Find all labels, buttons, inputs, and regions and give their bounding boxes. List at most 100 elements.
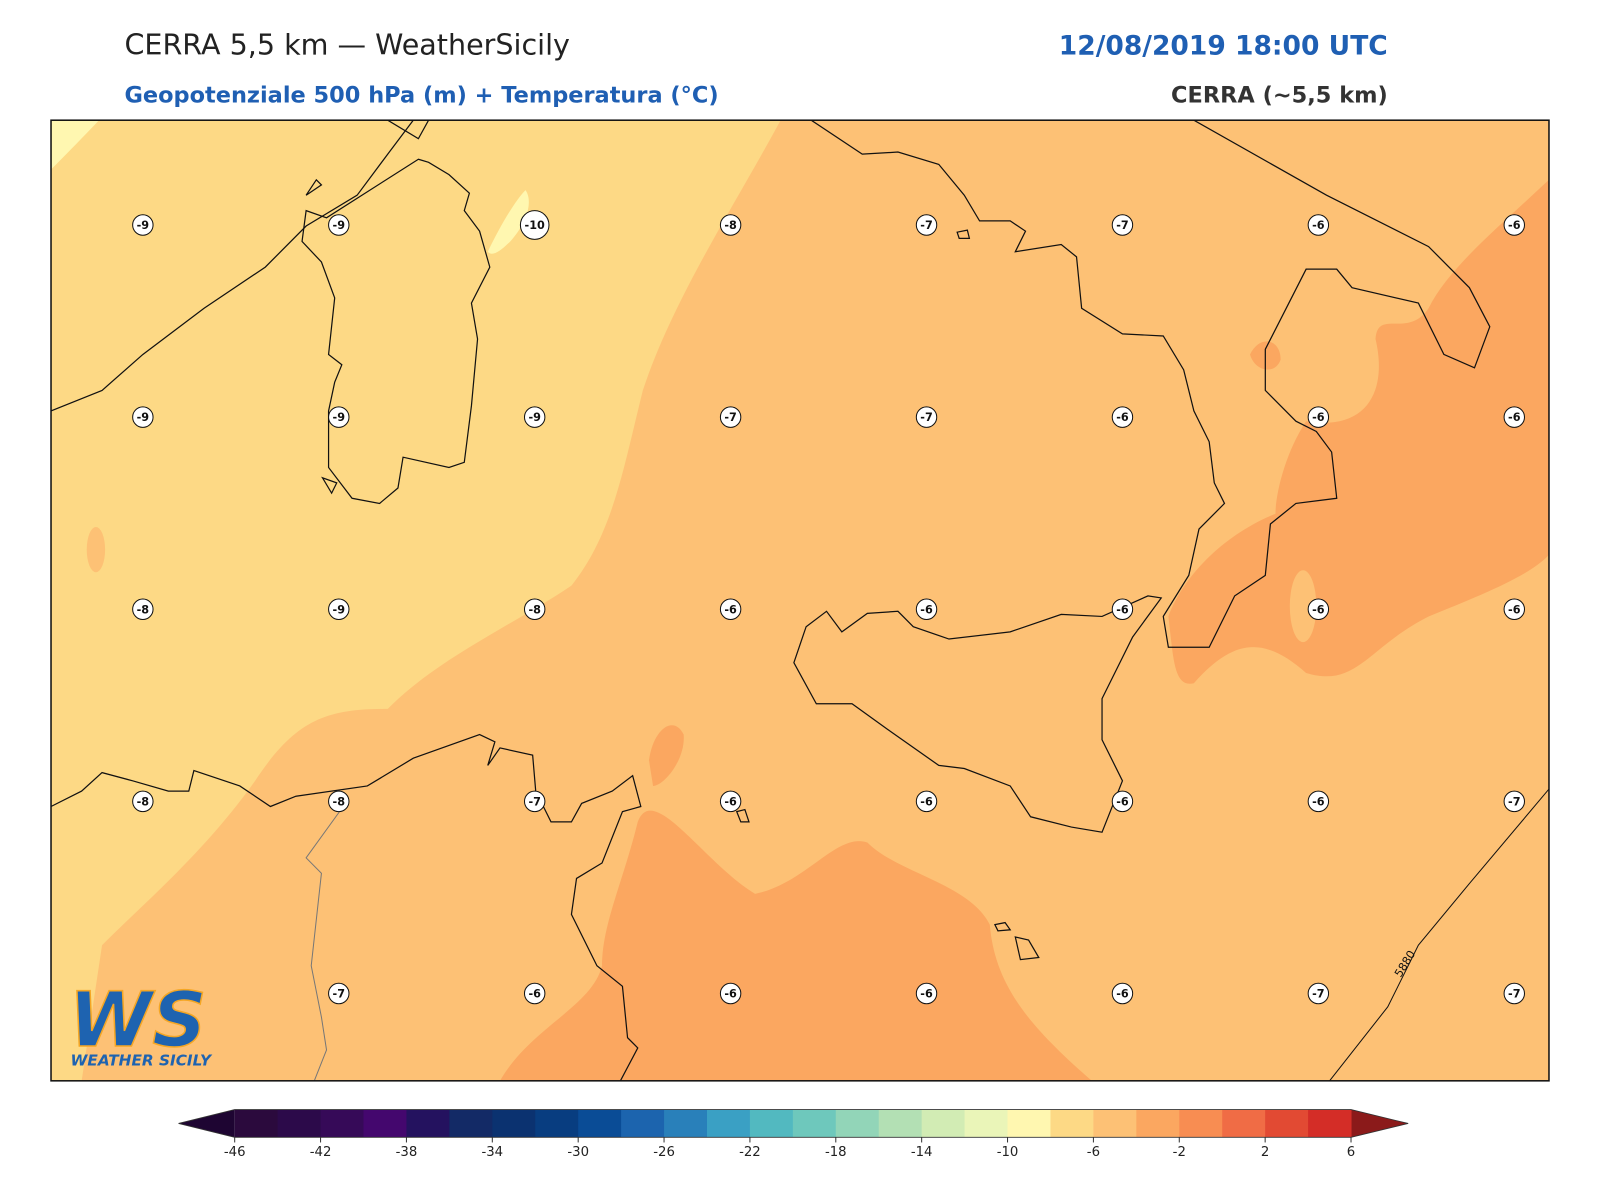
label-marker xyxy=(328,598,350,621)
label-marker xyxy=(1307,406,1330,428)
colorbar-segment xyxy=(320,1109,365,1138)
label-marker xyxy=(132,214,154,236)
label-marker xyxy=(1307,790,1330,813)
coastline xyxy=(51,120,430,412)
colorbar-segment xyxy=(749,1109,794,1138)
temperature-label: -6 xyxy=(1312,219,1325,232)
temperature-labels: -9 -9 -10 -8 -7 -7 -6 -6 -9 -9 -9 -7 -7 -6 -6 -6 -8 -9 -8 -… xyxy=(132,210,1525,1005)
label-marker xyxy=(719,598,742,621)
colorbar-segment xyxy=(449,1109,493,1138)
model-label: CERRA (~5,5 km) xyxy=(1171,83,1388,109)
colorbar-segment xyxy=(234,1109,279,1138)
colorbar-segment xyxy=(1308,1109,1352,1138)
colorbar-over xyxy=(1351,1109,1409,1138)
colorbar-segment xyxy=(706,1109,751,1138)
colorbar-tick-label: -30 xyxy=(567,1145,589,1160)
temperature-label: -6 xyxy=(1508,219,1521,232)
field-dark xyxy=(1168,179,1549,684)
temperature-label: -6 xyxy=(724,603,737,616)
temperature-label: -8 xyxy=(528,603,541,616)
label-marker xyxy=(1111,982,1134,1005)
temperature-label: -7 xyxy=(1116,219,1128,232)
colorbar-tick-label: -22 xyxy=(739,1145,761,1160)
field-orange xyxy=(1289,570,1317,643)
temperature-label: -7 xyxy=(1508,795,1520,808)
colorbar-segment xyxy=(835,1109,880,1138)
colorbar-tick-label: -18 xyxy=(825,1145,847,1160)
colorbar-segment xyxy=(1007,1109,1051,1138)
label-marker xyxy=(915,790,938,813)
colorbar-segment xyxy=(664,1109,708,1138)
label-marker xyxy=(328,790,350,813)
colorbar-tick-label: -14 xyxy=(911,1145,933,1160)
label-marker xyxy=(519,210,550,240)
temperature-label: -6 xyxy=(1312,603,1325,616)
temperature-label: -9 xyxy=(137,219,150,232)
label-marker xyxy=(1503,406,1525,428)
label-marker xyxy=(328,406,350,428)
colorbar-segment xyxy=(277,1109,322,1138)
label-marker xyxy=(132,790,154,813)
colorbar-segment xyxy=(1093,1109,1137,1138)
label-marker xyxy=(1503,598,1525,621)
logo-mark: WS xyxy=(69,976,207,1064)
colorbar-tick-label: -26 xyxy=(653,1145,675,1160)
colorbar-segment xyxy=(535,1109,579,1138)
logo: WS WEATHER SICILY xyxy=(68,975,213,1070)
colorbar-segment xyxy=(578,1109,622,1138)
temperature-label: -6 xyxy=(1116,603,1129,616)
coastline xyxy=(793,595,1163,833)
field-orange xyxy=(81,120,1549,1081)
colorbar-segment xyxy=(1179,1109,1223,1138)
temperature-label: -6 xyxy=(1312,411,1325,424)
colorbar-segment xyxy=(1050,1109,1094,1138)
label-marker xyxy=(523,406,546,428)
temperature-label: -6 xyxy=(920,988,933,1001)
temperature-label: -6 xyxy=(920,603,933,616)
colorbar-segment xyxy=(363,1109,407,1138)
label-marker xyxy=(1503,982,1525,1005)
temperature-label: -7 xyxy=(528,795,540,808)
temperature-label: -9 xyxy=(333,219,346,232)
coastline xyxy=(735,229,1040,961)
colorbar-under xyxy=(178,1109,235,1138)
label-marker xyxy=(1307,982,1330,1005)
coastline xyxy=(301,158,491,505)
temperature-label: -8 xyxy=(333,795,346,808)
temperature-label: -7 xyxy=(920,219,932,232)
colorbar-tick-label: -34 xyxy=(481,1145,503,1160)
isohypse xyxy=(1329,788,1549,1081)
subtitle: Geopotenziale 500 hPa (m) + Temperatura … xyxy=(124,83,718,109)
coastline xyxy=(51,733,642,1081)
temperature-label: -7 xyxy=(724,411,736,424)
temperature-label: -7 xyxy=(333,988,345,1001)
label-marker xyxy=(719,214,742,236)
label-marker xyxy=(1111,790,1134,813)
temperature-label: -9 xyxy=(528,411,541,424)
label-marker xyxy=(1503,214,1525,236)
field-pale xyxy=(487,190,529,254)
temperature-label: -6 xyxy=(724,988,737,1001)
colorbar-tick-label: -46 xyxy=(224,1145,246,1160)
field-dark xyxy=(500,810,1092,1081)
datetime: 12/08/2019 18:00 UTC xyxy=(1059,30,1388,61)
label-marker xyxy=(719,406,742,428)
temperature-label: -8 xyxy=(137,603,150,616)
title: CERRA 5,5 km — WeatherSicily xyxy=(124,27,570,61)
colorbar-segment xyxy=(621,1109,665,1138)
label-marker xyxy=(915,598,938,621)
border xyxy=(305,801,348,1081)
label-marker xyxy=(719,790,742,813)
field-dark xyxy=(648,725,684,786)
label-marker xyxy=(915,214,938,236)
colorbar-tick-label: -6 xyxy=(1087,1145,1100,1160)
colorbar-segment xyxy=(964,1109,1009,1138)
label-marker xyxy=(523,598,546,621)
temperature-label: -8 xyxy=(137,795,150,808)
label-marker xyxy=(523,982,546,1005)
coastline xyxy=(810,120,1491,648)
temperature-label: -6 xyxy=(1508,411,1521,424)
temperature-label: -6 xyxy=(1116,988,1129,1001)
temperature-label: -9 xyxy=(333,603,346,616)
